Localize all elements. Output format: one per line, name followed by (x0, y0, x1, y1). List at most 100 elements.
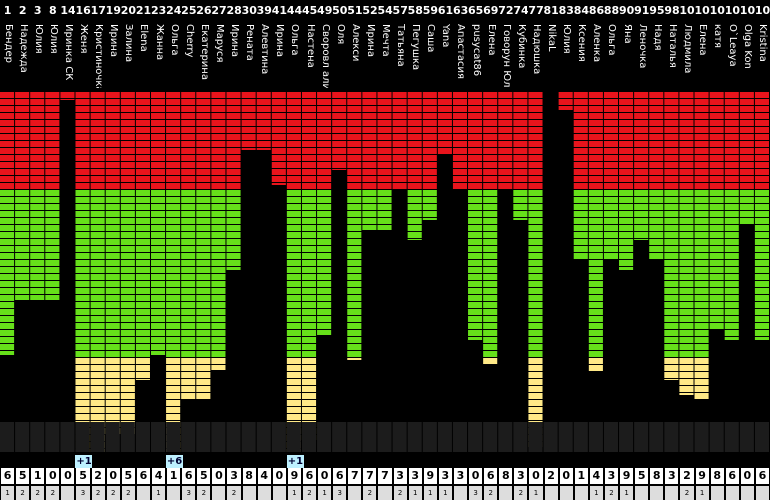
bar-segment (528, 190, 543, 196)
bar-segment (226, 190, 241, 196)
bar-segment (588, 351, 603, 357)
column-name-text: Жанна (153, 24, 165, 61)
bar-segment (498, 155, 513, 161)
column-name-text: катя (712, 24, 724, 49)
column-sub (544, 486, 558, 500)
bar-segment (694, 337, 709, 343)
bar-segment (588, 337, 603, 343)
bar-segment (603, 169, 619, 175)
bar-segment (120, 365, 135, 371)
bar-segment (332, 127, 347, 133)
column-sub (212, 486, 226, 500)
bar-segment (347, 239, 362, 245)
bar-segment (422, 155, 437, 161)
column-number: 52 (362, 0, 378, 22)
bar-segment (754, 190, 769, 196)
bar-segment (634, 190, 649, 196)
bar-segment (181, 211, 196, 217)
bar-segment (528, 344, 543, 350)
bar-segment (709, 218, 724, 224)
column-number: 2 (15, 0, 31, 22)
empty-row (226, 422, 241, 452)
bar-segment (362, 225, 377, 230)
bar-segment (407, 162, 422, 168)
bar-segment (135, 365, 150, 371)
column-score: 5 (197, 468, 211, 484)
bar-segment (90, 92, 105, 98)
bar-segment (196, 295, 211, 301)
bar-segment (301, 295, 317, 301)
bar-segment (483, 358, 498, 364)
bar-segment (75, 232, 90, 238)
bar-segment (709, 316, 724, 322)
bar-segment (634, 106, 649, 112)
bar-segment (679, 288, 694, 294)
bar-segment (286, 267, 301, 273)
bonus-badge: +1 (75, 455, 93, 468)
bar-segment (166, 99, 181, 105)
bar-segment (135, 141, 150, 147)
bar-segment (211, 281, 226, 287)
column-number: 98 (664, 0, 680, 22)
bar-segment (211, 92, 226, 98)
bar-segment (135, 134, 150, 140)
column-name: Ирина (272, 24, 286, 88)
bar-segment (196, 267, 211, 273)
bar-segment (588, 155, 603, 161)
bar-segment (483, 302, 498, 308)
bar-segment (166, 155, 181, 161)
bar-segment (226, 92, 241, 98)
bar-segment (211, 351, 226, 357)
bar-segment (452, 106, 468, 112)
bar-segment (105, 183, 120, 189)
bar-segment (241, 92, 256, 98)
bar-segment (181, 176, 196, 182)
bar-segment (226, 176, 241, 182)
bar-segment (468, 113, 483, 119)
column-number: 20 (120, 0, 136, 22)
bar-segment (724, 225, 739, 231)
bar-segment (754, 267, 769, 273)
bar-segment (362, 190, 377, 196)
bar-segment (90, 183, 105, 189)
bar-segment (211, 190, 226, 196)
bar-segment (317, 155, 332, 161)
bar-segment (679, 351, 694, 357)
bar-segment (105, 393, 120, 399)
bar-segment (135, 218, 150, 224)
bar-segment (75, 288, 90, 294)
column-name: Ксения (574, 24, 588, 88)
bar-segment (347, 148, 362, 154)
bar-segment (166, 127, 181, 133)
bar-segment (468, 288, 483, 294)
bar-segment (649, 120, 664, 126)
bar-segment (588, 260, 603, 266)
bar-segment (105, 267, 120, 273)
bar-segment (211, 204, 226, 210)
bar-segment (377, 92, 392, 98)
bar-segment (634, 120, 649, 126)
bar-segment (45, 190, 60, 196)
bar-segment (75, 253, 90, 259)
bar-segment (166, 379, 181, 385)
bar-segment (724, 288, 739, 294)
bar-segment (256, 92, 271, 98)
bar-segment (649, 162, 664, 168)
bar-segment (241, 106, 256, 112)
bar-segment (573, 218, 588, 224)
bar-segment (256, 141, 271, 147)
bar-segment (196, 190, 211, 196)
bar-segment (498, 148, 513, 154)
bar-segment (105, 386, 120, 392)
column-number: 72 (498, 0, 514, 22)
bar-segment (573, 197, 588, 203)
bar-segment (709, 162, 724, 168)
bar-segment (286, 106, 301, 112)
column-sub (61, 486, 75, 500)
bar-segment (377, 113, 392, 119)
column-name-text: Kristina (757, 24, 769, 62)
bar-segment (150, 281, 166, 287)
bar-segment (664, 316, 679, 322)
bar-segment (362, 148, 377, 154)
bar-segment (181, 141, 196, 147)
